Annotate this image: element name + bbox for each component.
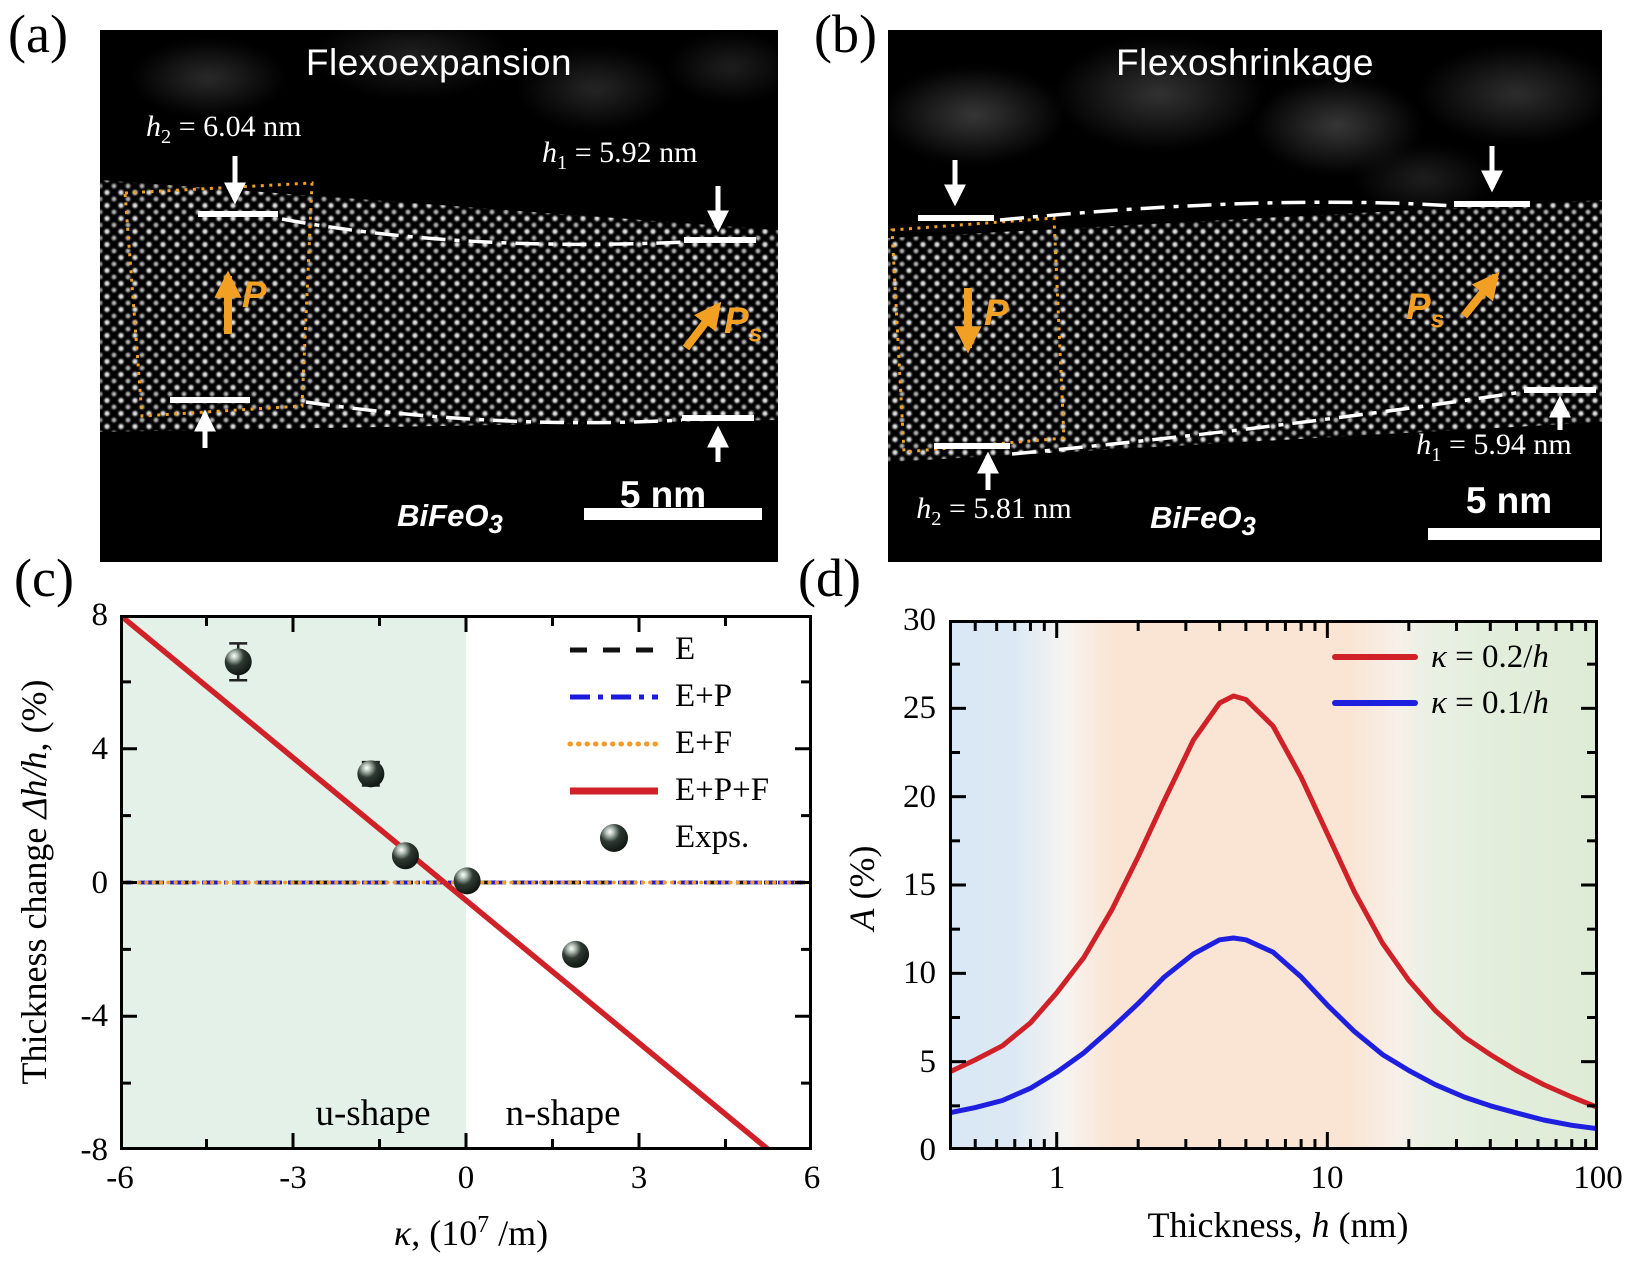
d-xtick-10: 10 — [1310, 1160, 1344, 1196]
sphere-marker-sample-icon — [600, 823, 628, 852]
d-ytick-10: 10 — [903, 955, 936, 991]
legend-label: Exps. — [675, 819, 750, 855]
c-xtick-0: 0 — [457, 1160, 475, 1196]
legend-label: κ = 0.2/h — [1431, 638, 1549, 675]
legend-item-k01: κ = 0.1/h — [1332, 680, 1549, 726]
exp-data-point — [357, 760, 385, 788]
polarization-label: P — [984, 292, 1009, 333]
ps-label: Ps — [724, 300, 763, 348]
h2-label: h2 = 6.04 nm — [146, 110, 302, 148]
red-line-sample-icon — [1332, 654, 1418, 660]
tem-b-title: Flexoshrinkage — [1116, 42, 1374, 83]
unit-cell-box — [890, 216, 1066, 454]
legend-item-Exps: Exps. — [566, 814, 769, 861]
panel-d-letter: (d) — [798, 548, 861, 608]
c-xtick-3: 3 — [630, 1160, 648, 1196]
ps-arrow-icon — [682, 301, 722, 351]
c-ytick-8: 8 — [91, 597, 109, 633]
c-ytick--8: -8 — [80, 1132, 109, 1168]
exp-data-point — [453, 867, 481, 895]
bottom-boundary-dashdot — [1011, 390, 1523, 456]
unit-cell-box — [123, 181, 314, 418]
material-label: BiFeO3 — [1150, 500, 1256, 542]
tem-image-flexoexpansion: Flexoexpansion h2 = 6.04 nm h1 = 5.92 nm… — [100, 30, 778, 562]
n-shape-region-label: n-shape — [505, 1093, 621, 1134]
panel-a-letter: (a) — [8, 4, 68, 64]
series-curve-1 — [948, 935, 1599, 1132]
top-boundary-dashdot — [281, 217, 686, 247]
dashed-line-sample-icon — [570, 647, 658, 652]
tem-b-annotations — [890, 146, 1596, 490]
scalebar-label: 5 nm — [1465, 480, 1553, 521]
d-ytick-20: 20 — [903, 779, 936, 815]
c-ytick--4: -4 — [80, 998, 109, 1034]
c-xtick--3: -3 — [279, 1160, 307, 1196]
c-ytick-4: 4 — [91, 731, 109, 767]
dotted-line-sample-icon — [567, 741, 661, 746]
tem-a-annotations — [123, 156, 756, 462]
tem-image-flexoshrinkage: Flexoshrinkage h2 = 5.81 nm h1 = 5.94 nm… — [888, 30, 1602, 562]
panel-c-letter: (c) — [14, 548, 74, 608]
h2-label: h2 = 5.81 nm — [916, 492, 1072, 530]
chart-d-plot-area — [947, 618, 1600, 1152]
d-ytick-30: 30 — [903, 602, 936, 638]
h1-label: h1 = 5.94 nm — [1416, 428, 1572, 466]
blue-line-sample-icon — [1332, 700, 1418, 706]
polarization-label: P — [242, 274, 267, 315]
panel-b-letter: (b) — [814, 4, 877, 64]
c-xtick--6: -6 — [106, 1160, 134, 1196]
c-x-axis-title: κ, (107 /m) — [393, 1212, 549, 1253]
plot-border — [949, 620, 1598, 1150]
exp-data-point — [562, 940, 590, 968]
atomic-lattice — [888, 200, 1602, 462]
legend-label: E+P+F — [675, 772, 770, 808]
d-xtick-1: 1 — [1048, 1160, 1066, 1196]
tem-a-title: Flexoexpansion — [305, 42, 573, 83]
chart-c-legend: E E+P E+F E+P+F Exps. — [566, 626, 769, 861]
ps-arrow-icon — [1460, 271, 1500, 319]
plot-border — [120, 615, 812, 1150]
d-ytick-5: 5 — [919, 1044, 937, 1080]
d-xtick-100: 100 — [1573, 1160, 1623, 1196]
d-ytick-0: 0 — [919, 1132, 937, 1168]
solid-line-sample-icon — [570, 787, 658, 794]
u-shape-region-label: u-shape — [315, 1093, 431, 1134]
c-ytick-0: 0 — [91, 865, 109, 901]
legend-item-EF: E+F — [566, 720, 769, 767]
d-ytick-25: 25 — [903, 690, 936, 726]
legend-item-EP: E+P — [566, 673, 769, 720]
top-boundary-dashdot — [999, 200, 1455, 222]
legend-item-EPF: E+P+F — [566, 767, 769, 814]
bottom-boundary-dashdot — [305, 400, 683, 425]
chart-c-plot-area — [118, 612, 814, 1153]
chart-d-legend: κ = 0.2/h κ = 0.1/h — [1332, 634, 1549, 726]
legend-item-E: E — [566, 626, 769, 673]
legend-item-k02: κ = 0.2/h — [1332, 634, 1549, 680]
legend-label: E+F — [675, 725, 733, 761]
legend-label: κ = 0.1/h — [1431, 684, 1549, 721]
legend-label: E+P — [675, 678, 733, 714]
chart-d-canvas — [947, 618, 1600, 1152]
exp-data-point — [224, 648, 252, 676]
series-curve-0 — [947, 693, 1599, 1110]
scalebar — [584, 508, 762, 520]
ps-label: Ps — [1406, 286, 1445, 334]
material-label: BiFeO3 — [397, 498, 503, 540]
exp-data-point — [391, 842, 419, 870]
chart-c-canvas — [118, 612, 814, 1153]
h1-label: h1 = 5.92 nm — [542, 136, 698, 174]
scalebar — [1428, 528, 1600, 540]
d-ytick-15: 15 — [903, 867, 936, 903]
atomic-lattice — [100, 180, 778, 432]
dashdot-line-sample-icon — [570, 694, 658, 699]
d-x-axis-title: Thickness, h (nm) — [1147, 1205, 1409, 1245]
series-EPF-line — [118, 612, 771, 1153]
legend-label: E — [675, 631, 696, 667]
c-xtick-6: 6 — [803, 1160, 821, 1196]
